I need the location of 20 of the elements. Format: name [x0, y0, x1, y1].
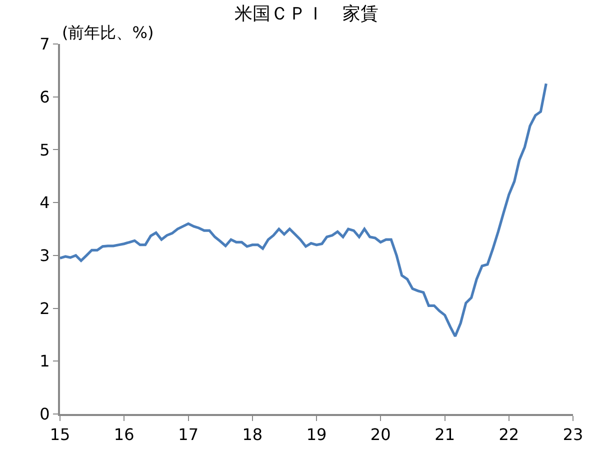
x-tick-label: 18 [242, 425, 263, 444]
x-tick-label: 23 [562, 425, 584, 444]
x-tick-label: 22 [498, 425, 520, 444]
y-axis-title: (前年比、%) [62, 23, 154, 42]
y-tick-label: 0 [40, 404, 50, 424]
y-tick-label: 3 [40, 246, 50, 266]
chart-title: 米国ＣＰＩ 家賃 [234, 4, 378, 25]
x-tick-label: 20 [370, 425, 391, 444]
x-tick-label: 16 [114, 425, 134, 444]
y-tick-label: 5 [40, 140, 50, 160]
y-tick-label: 1 [40, 352, 50, 371]
line-series [60, 82, 548, 338]
y-tick-label: 7 [40, 34, 50, 54]
x-tick-label: 19 [306, 425, 327, 444]
x-tick-label: 21 [434, 425, 456, 444]
y-tick-label: 6 [40, 87, 50, 106]
y-tick-label: 4 [40, 193, 50, 212]
x-tick-label: 15 [50, 425, 70, 444]
y-tick-label: 2 [40, 298, 50, 318]
x-tick-label: 17 [178, 425, 199, 444]
